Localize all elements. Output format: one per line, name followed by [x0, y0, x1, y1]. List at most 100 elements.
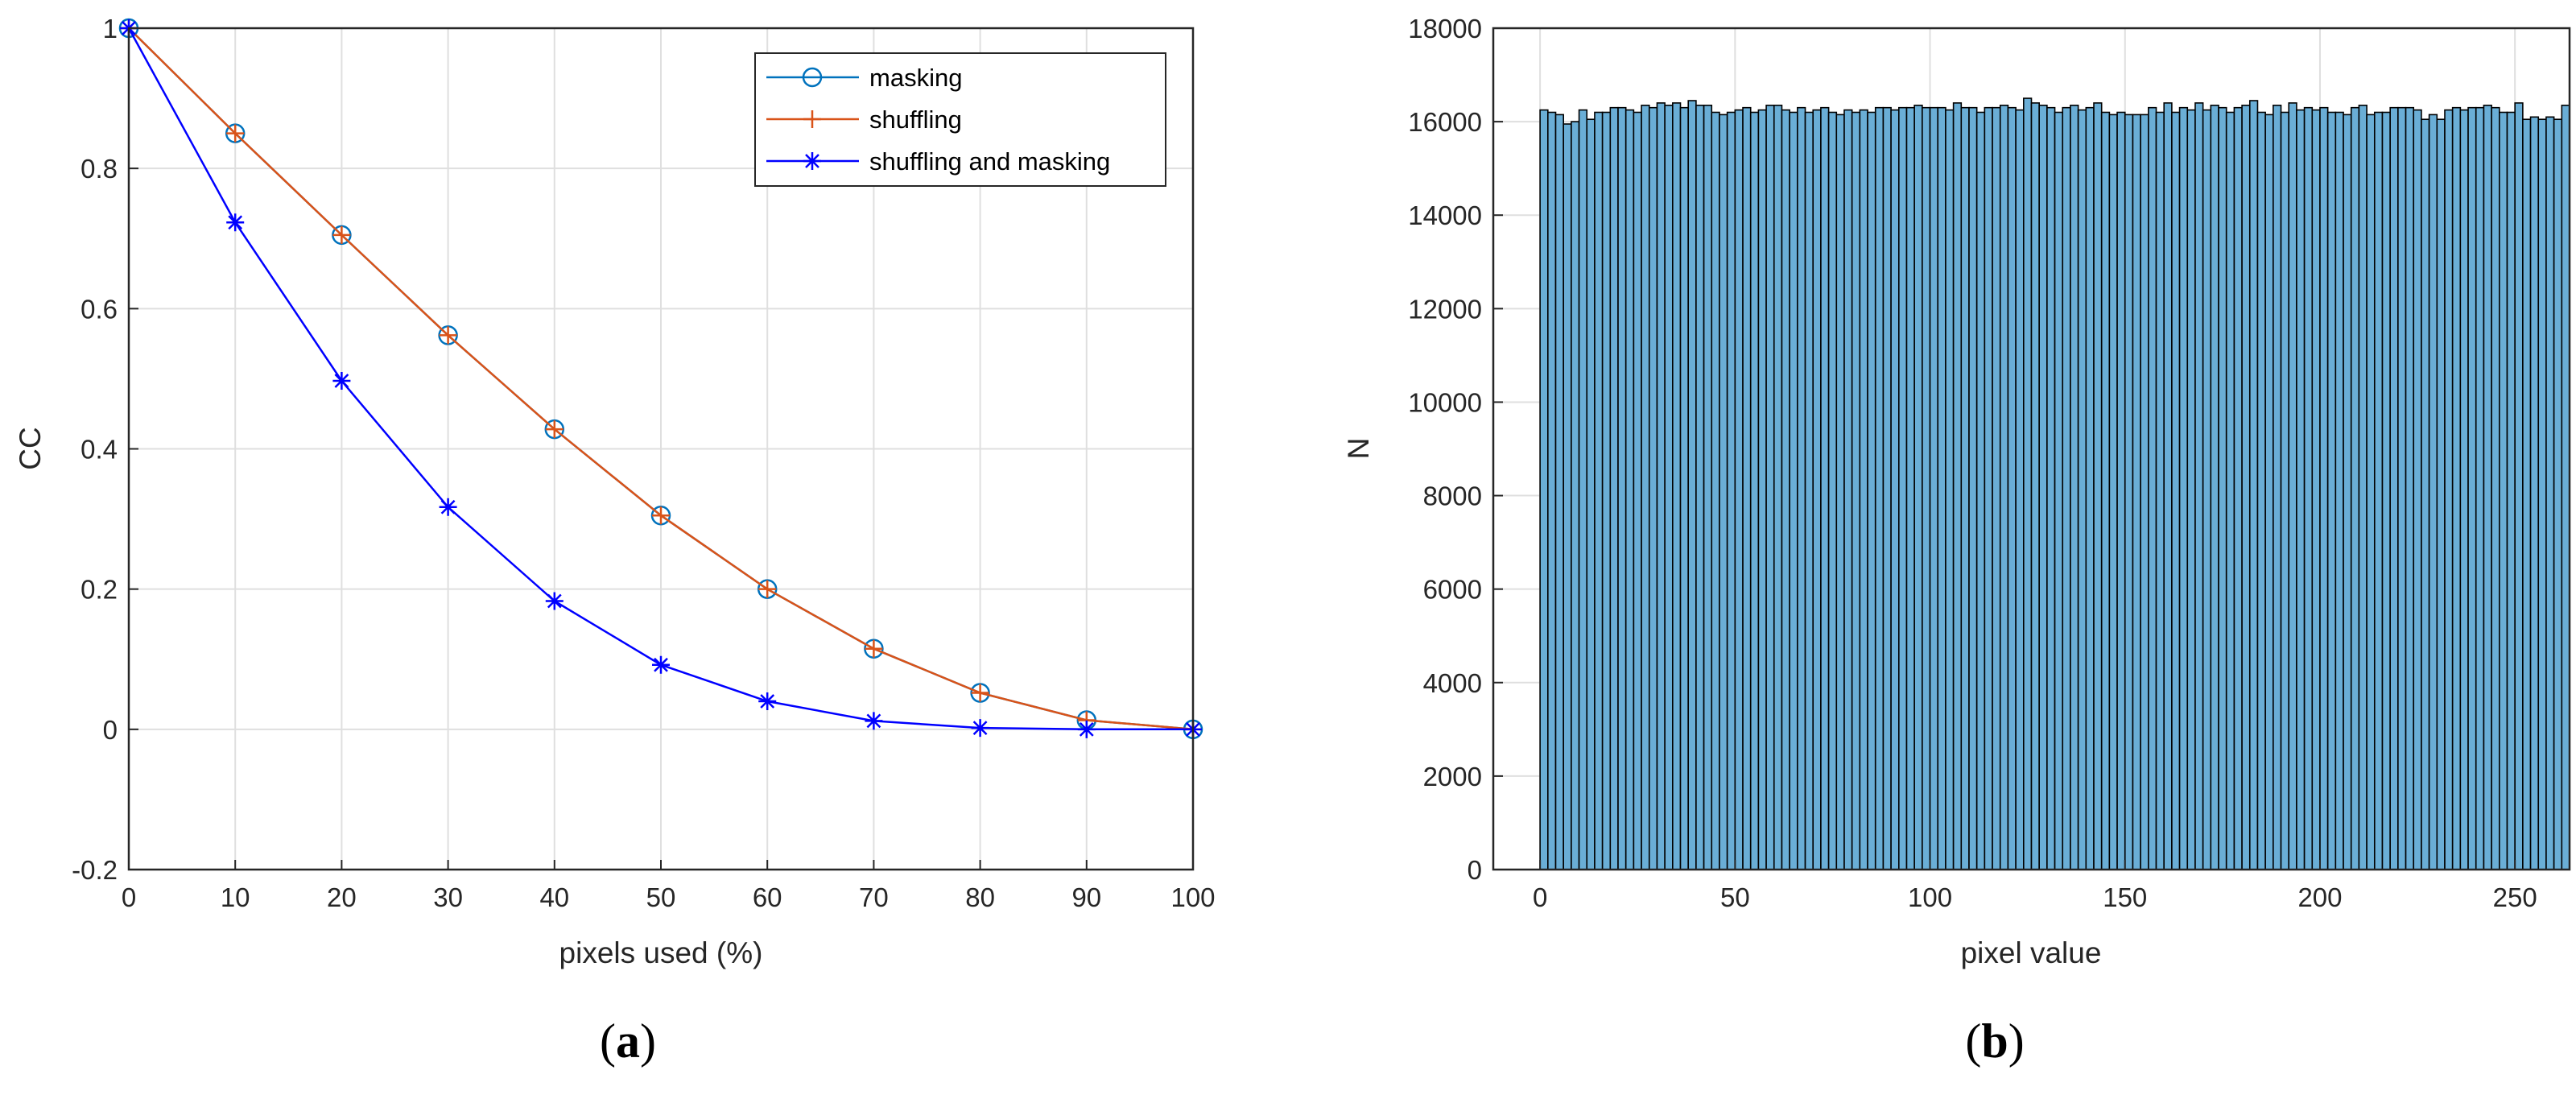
panel-a-caption-close: )	[640, 1014, 656, 1068]
histogram-bar	[1711, 111, 1720, 870]
histogram-bar	[2326, 111, 2337, 870]
data-point-asterisk	[865, 712, 883, 730]
histogram-bar	[2194, 102, 2204, 870]
histogram-bar	[2062, 106, 2071, 870]
panel-b-histogram: 0 50 100 150 200 250 0 2000 4000 6000 8000 10000 120…	[1342, 14, 2571, 1068]
panel-a-caption-open: (	[600, 1014, 616, 1068]
histogram-bar	[1586, 118, 1596, 870]
histogram-bar	[1624, 109, 1635, 870]
histogram-bar	[1827, 111, 1838, 870]
panel-b-xtick-label: 200	[2297, 882, 2342, 912]
histogram-bar	[2280, 111, 2290, 870]
histogram-bar	[2459, 109, 2469, 870]
histogram-bar	[1554, 114, 1565, 870]
histogram-bar	[1789, 111, 1798, 870]
histogram-bar	[1992, 106, 2001, 870]
histogram-bar	[2077, 109, 2087, 870]
histogram-bar	[1601, 111, 1612, 870]
histogram-bar	[1539, 109, 1549, 870]
panel-a-ytick-label: -0.2	[72, 855, 118, 885]
histogram-bar	[1656, 102, 1666, 870]
histogram-bar	[1859, 109, 1868, 870]
histogram-bar	[2506, 111, 2516, 870]
histogram-bar	[1703, 104, 1713, 870]
histogram-bar	[2381, 111, 2391, 870]
legend-masking-marker	[802, 67, 823, 88]
histogram-bar	[1867, 111, 1876, 870]
histogram-bar	[2288, 102, 2297, 870]
histogram-bar	[1547, 111, 1557, 870]
data-point-asterisk	[545, 592, 564, 610]
histogram-bar	[2522, 118, 2532, 870]
data-point-plus	[226, 124, 245, 143]
panel-b-caption-close: )	[2008, 1014, 2025, 1068]
histogram-bar	[2436, 118, 2446, 870]
legend-shuffling-marker	[803, 110, 821, 128]
histogram-bar	[2475, 106, 2485, 870]
histogram-bar	[1617, 106, 1627, 870]
histogram-bar	[2163, 102, 2173, 870]
data-point-asterisk	[758, 692, 777, 710]
panel-b-ytick-label: 8000	[1423, 481, 1482, 511]
panel-b-xtick-label: 0	[1533, 882, 1547, 912]
histogram-bar	[2319, 106, 2329, 870]
histogram-bar	[1641, 104, 1650, 870]
panel-a-caption: (a)	[600, 1014, 656, 1068]
panel-a-caption-letter: a	[616, 1014, 640, 1068]
panel-b-ytick-label: 6000	[1423, 575, 1482, 605]
histogram-bar	[2038, 104, 2048, 870]
histogram-bar	[1734, 109, 1744, 870]
panel-b-bars-group	[1539, 97, 2570, 870]
histogram-bar	[2171, 111, 2181, 870]
histogram-bar	[2428, 114, 2438, 870]
histogram-bar	[2491, 106, 2500, 870]
panel-b-ytick-label: 16000	[1408, 107, 1482, 137]
data-point-asterisk	[1077, 720, 1096, 738]
data-point-plus	[758, 580, 777, 598]
panel-a-ylabel: CC	[14, 427, 47, 469]
panel-b-xlabel: pixel value	[1961, 936, 2102, 969]
histogram-bar	[2334, 111, 2344, 870]
histogram-bar	[2561, 104, 2570, 870]
panel-b-ytick-label: 0	[1468, 855, 1482, 885]
panel-a-xlabel: pixels used (%)	[559, 936, 763, 969]
histogram-bar	[1578, 109, 1588, 870]
histogram-bar	[2225, 111, 2235, 870]
panel-b-ytick-label: 18000	[1408, 14, 1482, 43]
panel-b-xtick-label: 50	[1720, 882, 1750, 912]
histogram-bar	[1922, 106, 1931, 870]
panel-a-ticks: 0 10 20 30 40 50 60 70 80 90 100-0.200.20.40.60.81	[72, 14, 1215, 912]
histogram-bar	[1960, 106, 1970, 870]
data-point-asterisk	[226, 213, 245, 232]
histogram-bar	[2241, 104, 2251, 870]
histogram-bar	[1633, 111, 1642, 870]
histogram-bar	[1773, 104, 1783, 870]
histogram-bar	[2397, 106, 2407, 870]
legend-shuffling-and-masking-marker	[803, 152, 821, 170]
panel-a-ytick-label: 0.8	[80, 154, 118, 184]
histogram-bar	[2373, 111, 2384, 870]
data-point-asterisk	[971, 719, 989, 738]
histogram-bar	[1952, 102, 1963, 870]
histogram-bar	[2202, 109, 2212, 870]
histogram-bar	[1843, 109, 1853, 870]
panel-b-ticks: 0 50 100 150 200 250 0 2000 4000 6000 8000 10000 120…	[1408, 14, 2537, 912]
histogram-bar	[2451, 106, 2462, 870]
histogram-bar	[1937, 106, 1946, 870]
panel-a-xtick-label: 20	[327, 882, 357, 912]
panel-b-ytick-label: 14000	[1408, 200, 1482, 230]
histogram-bar	[1664, 104, 1674, 870]
panel-b-xtick-label: 150	[2103, 882, 2147, 912]
histogram-bar	[1882, 106, 1892, 870]
panel-a-xtick-label: 70	[859, 882, 889, 912]
histogram-bar	[2413, 109, 2422, 870]
histogram-bar	[1874, 106, 1885, 870]
histogram-bar	[1679, 106, 1690, 870]
data-point-plus	[865, 639, 883, 658]
histogram-bar	[1726, 111, 1736, 870]
histogram-bar	[1563, 123, 1572, 870]
histogram-bar	[2007, 106, 2017, 870]
histogram-bar	[2303, 106, 2314, 870]
panel-a-xtick-label: 80	[965, 882, 995, 912]
